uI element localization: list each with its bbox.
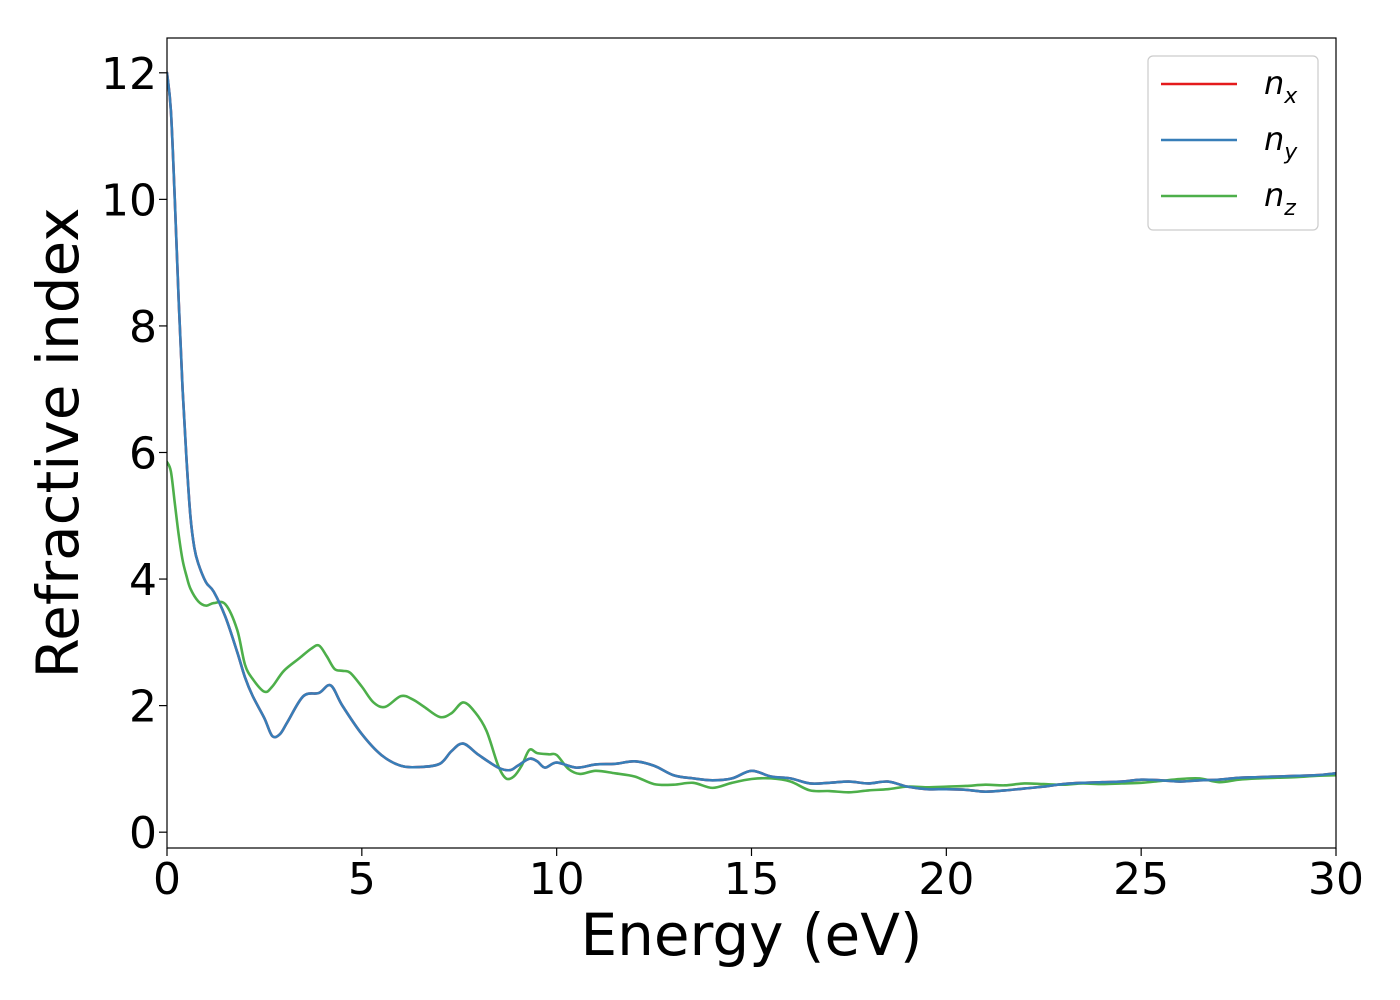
- x-axis-ticks: 0 5 10 15 20 25 30: [153, 848, 1364, 905]
- legend: nx ny nz: [1147, 55, 1319, 231]
- y-tick-label: 6: [129, 428, 157, 479]
- y-tick-label: 4: [129, 555, 157, 606]
- y-axis-title: Refractive index: [24, 207, 92, 678]
- x-tick-label: 5: [348, 854, 376, 905]
- y-tick-label: 12: [101, 49, 157, 100]
- legend-label-n-x: nx: [1264, 64, 1298, 109]
- series-line-n-y: [167, 71, 1336, 793]
- x-tick-label: 25: [1113, 854, 1169, 905]
- x-tick-label: 10: [529, 854, 585, 905]
- y-axis-ticks: 0 2 4 6 8 10 12: [101, 49, 167, 859]
- series-layer: [167, 71, 1336, 794]
- x-tick-label: 0: [153, 854, 181, 905]
- y-tick-label: 8: [129, 302, 157, 353]
- x-tick-label: 30: [1308, 854, 1364, 905]
- y-tick-label: 0: [129, 808, 157, 859]
- legend-label-n-y: ny: [1264, 120, 1298, 165]
- y-tick-label: 2: [129, 682, 157, 733]
- x-axis-title: Energy (eV): [580, 901, 922, 969]
- x-tick-label: 15: [724, 854, 780, 905]
- legend-label-n-z: nz: [1264, 176, 1296, 221]
- legend-box: [1147, 55, 1319, 231]
- x-tick-label: 20: [918, 854, 974, 905]
- y-tick-label: 10: [101, 175, 157, 226]
